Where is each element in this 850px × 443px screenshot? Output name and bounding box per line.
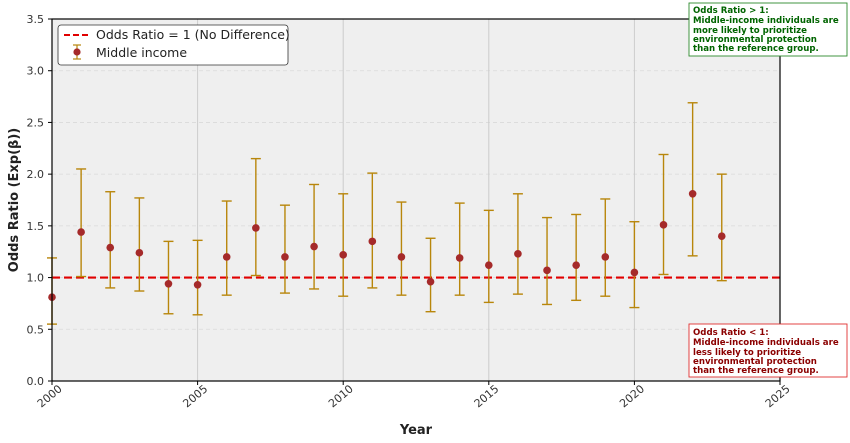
svg-text:Middle-income individuals are: Middle-income individuals are (693, 338, 839, 348)
data-point (543, 266, 551, 275)
error-bar (571, 213, 582, 302)
error-bar (279, 204, 290, 294)
svg-text:environmental protection: environmental protection (693, 357, 817, 367)
y-tick-label: 1.5 (27, 220, 45, 233)
svg-text:less likely to prioritize: less likely to prioritize (693, 348, 801, 358)
x-axis-label: Year (399, 423, 433, 438)
error-bar (425, 237, 436, 313)
y-tick-label: 3.0 (27, 65, 45, 78)
data-point (514, 249, 522, 258)
data-point (485, 261, 493, 269)
data-point (601, 253, 610, 261)
svg-text:Odds Ratio < 1:: Odds Ratio < 1: (693, 328, 769, 338)
data-point (688, 189, 697, 198)
data-point (193, 281, 202, 289)
x-tick-label: 2020 (617, 382, 647, 410)
error-bar (542, 216, 553, 306)
y-tick-label: 2.0 (27, 168, 45, 181)
error-bars (47, 102, 727, 325)
x-tick-label: 2010 (326, 382, 356, 410)
error-bar (512, 193, 523, 295)
svg-text:than the reference group.: than the reference group. (693, 366, 819, 376)
data-point (717, 232, 726, 240)
error-bar (163, 240, 174, 315)
data-point (572, 261, 580, 269)
data-point (281, 253, 289, 261)
x-tick-label: 2005 (180, 382, 210, 410)
y-tick-label: 0.0 (27, 375, 45, 388)
annotation-above: Odds Ratio > 1: Middle-income individual… (688, 2, 848, 57)
error-bar (716, 173, 727, 282)
svg-text:than the reference group.: than the reference group. (693, 44, 819, 54)
annotation-below: Odds Ratio < 1: Middle-income individual… (688, 323, 848, 378)
data-point (630, 268, 639, 277)
data-point (252, 224, 260, 232)
svg-text:Odds Ratio > 1:: Odds Ratio > 1: (693, 6, 769, 16)
data-points (48, 189, 726, 302)
plot-frame (51, 18, 781, 382)
error-bar (134, 197, 145, 292)
plot-background (52, 19, 780, 381)
data-point (339, 251, 348, 259)
legend-series-label: Middle income (96, 45, 187, 60)
svg-text:more likely to prioritize: more likely to prioritize (693, 26, 807, 36)
error-bar (483, 209, 494, 304)
data-point (77, 228, 85, 236)
data-point (135, 248, 144, 257)
data-point (397, 253, 406, 261)
data-point (222, 253, 231, 261)
error-bar (396, 201, 407, 296)
data-point (310, 242, 318, 251)
error-bar (367, 172, 378, 289)
legend: Odds Ratio = 1 (No Difference) Middle in… (57, 24, 290, 66)
error-bar (221, 200, 232, 296)
data-point (164, 279, 173, 288)
legend-box (57, 24, 289, 66)
data-point (455, 254, 464, 262)
error-bar (309, 183, 320, 290)
data-point (426, 277, 435, 286)
y-axis-label: Odds Ratio (Exp(β)) (7, 128, 22, 272)
y-tick-label: 1.0 (27, 272, 45, 285)
data-point (659, 221, 668, 229)
error-bar (687, 102, 698, 257)
error-bar (629, 221, 640, 309)
data-point (106, 243, 115, 252)
y-tick-label: 0.5 (27, 323, 45, 336)
error-bar (454, 202, 465, 296)
y-tick-label: 2.5 (27, 116, 45, 129)
error-bar (76, 168, 87, 278)
error-bar (338, 193, 349, 297)
svg-text:Middle-income individuals are: Middle-income individuals are (693, 16, 839, 26)
error-bar (192, 239, 203, 316)
legend-refline-label: Odds Ratio = 1 (No Difference) (96, 27, 290, 42)
svg-text:environmental protection: environmental protection (693, 35, 817, 45)
error-bar (250, 157, 261, 277)
error-bar (105, 191, 116, 289)
error-bar (658, 153, 669, 276)
x-tick-label: 2025 (763, 382, 793, 410)
data-point (368, 237, 377, 246)
y-tick-label: 3.5 (27, 13, 45, 26)
legend-series-swatch (73, 44, 81, 60)
error-bar (600, 198, 611, 297)
x-tick-label: 2015 (472, 382, 502, 410)
